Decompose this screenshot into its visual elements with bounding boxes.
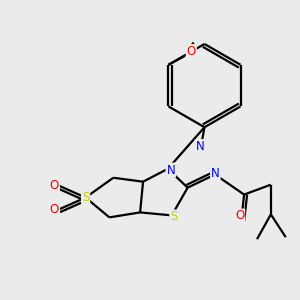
- Text: O: O: [50, 179, 59, 192]
- Text: N: N: [167, 164, 175, 176]
- Text: O: O: [187, 45, 196, 58]
- Text: O: O: [50, 203, 59, 216]
- Text: O: O: [235, 209, 244, 223]
- Text: N: N: [211, 167, 220, 180]
- Text: S: S: [170, 210, 178, 224]
- Text: S: S: [82, 191, 89, 204]
- Text: N: N: [196, 140, 204, 153]
